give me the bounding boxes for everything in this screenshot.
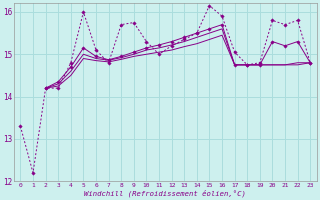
X-axis label: Windchill (Refroidissement éolien,°C): Windchill (Refroidissement éolien,°C) <box>84 189 246 197</box>
